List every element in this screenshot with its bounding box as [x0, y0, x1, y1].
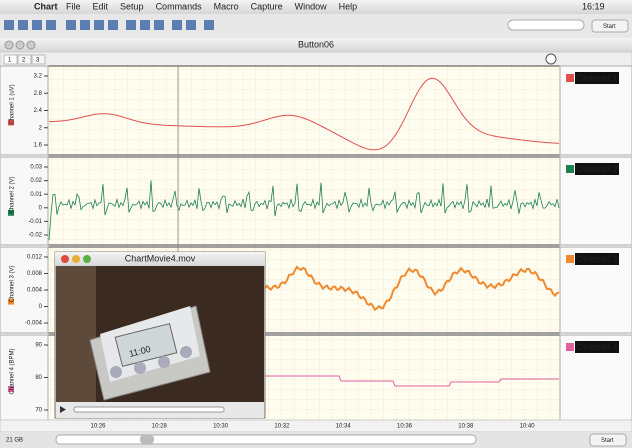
channel-color-swatch — [566, 255, 574, 263]
y-tick-label: 1.6 — [34, 143, 43, 149]
y-tick-label: 0.01 — [30, 192, 42, 198]
search-field[interactable] — [508, 20, 584, 30]
y-tick-label: 90 — [35, 343, 42, 349]
clock: 16:19 — [582, 1, 605, 11]
y-tick-label: 0.004 — [27, 288, 43, 294]
time-tick-label: 10:36 — [397, 424, 413, 430]
time-tick-label: 10:28 — [152, 424, 168, 430]
app-menu[interactable]: Chart — [34, 1, 58, 11]
axis-label: Channel 2 (V) — [10, 176, 16, 213]
menu-item[interactable]: Commands — [156, 1, 203, 11]
time-tick-label: 10:32 — [274, 424, 290, 430]
menu-item[interactable]: Capture — [251, 1, 283, 11]
time-tick-label: 10:34 — [336, 424, 352, 430]
menu-item[interactable]: File — [66, 1, 81, 11]
scroll-bar[interactable] — [56, 435, 476, 444]
channel-color-swatch — [566, 74, 574, 82]
channel-name[interactable]: Channel 2 — [576, 164, 617, 174]
tab-row — [0, 52, 632, 66]
y-tick-label: 2.4 — [34, 108, 43, 114]
y-tick-label: 0.02 — [30, 178, 42, 184]
y-tick-label: 0.03 — [30, 165, 42, 171]
plot-area — [48, 66, 560, 155]
window-title: Button06 — [298, 39, 334, 49]
y-tick-label: 70 — [35, 408, 42, 414]
axis-label: Channel 3 (V) — [10, 265, 16, 302]
y-tick-label: 80 — [35, 375, 42, 381]
screen: Chart 16:19 Start Button06 Channel 1 (uV… — [0, 0, 632, 448]
channel-color-swatch — [566, 343, 574, 351]
channel-name[interactable]: Channel 4 — [576, 342, 617, 352]
menu-item[interactable]: Macro — [214, 1, 239, 11]
channel-name[interactable]: Channel 1 — [576, 73, 617, 83]
channel-name[interactable]: Channel 3 — [576, 254, 617, 264]
movie-title: ChartMovie4.mov — [125, 253, 196, 263]
movie-scrubber[interactable] — [74, 407, 224, 412]
y-tick-label: -0.01 — [28, 219, 42, 225]
axis-label: Channel 1 (uV) — [10, 84, 16, 124]
scroll-thumb[interactable] — [140, 435, 154, 444]
menu-item[interactable]: Edit — [93, 1, 109, 11]
time-tick-label: 10:38 — [458, 424, 474, 430]
disk-space: 21 GB — [6, 438, 23, 444]
channel-color-swatch — [566, 165, 574, 173]
clock-icon[interactable] — [546, 54, 556, 64]
movie-window: ChartMovie4.mov 11:00 — [55, 252, 265, 418]
time-tick-label: 10:30 — [213, 424, 229, 430]
status-start-label: Start — [601, 438, 614, 444]
start-label: Start — [603, 24, 616, 30]
menu-item[interactable]: Help — [339, 1, 358, 11]
y-tick-label: 3.2 — [34, 74, 43, 80]
y-tick-label: -0.02 — [28, 233, 42, 239]
time-tick-label: 10:40 — [520, 424, 536, 430]
menu-item[interactable]: Window — [295, 1, 328, 11]
y-tick-label: -0.004 — [25, 321, 43, 327]
y-tick-label: 2.8 — [34, 91, 43, 97]
axis-label: Channel 4 (BPM) — [10, 348, 16, 394]
y-tick-label: 0.012 — [27, 255, 43, 261]
y-tick-label: 0.008 — [27, 271, 43, 277]
menu-item[interactable]: Setup — [120, 1, 144, 11]
time-tick-label: 10:26 — [90, 424, 106, 430]
